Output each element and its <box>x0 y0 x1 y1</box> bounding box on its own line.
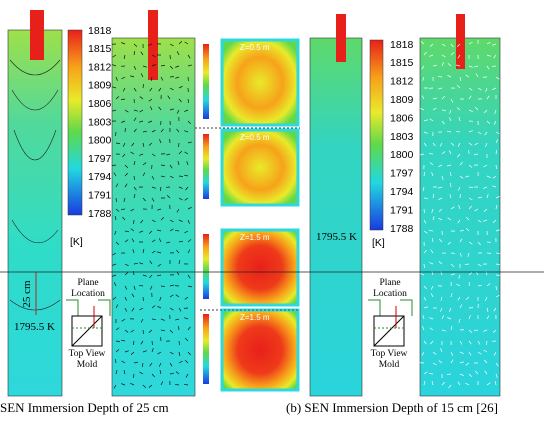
inset-label: Location <box>373 289 407 299</box>
colorbar-label: 1815 <box>88 43 112 55</box>
colorbar-label: 1800 <box>88 135 112 147</box>
temp-label: 1795.5 K <box>316 231 357 243</box>
inset-label: Top View <box>371 349 408 359</box>
colorbar-label: 1818 <box>390 39 414 51</box>
section-label: Z=0.5 m <box>240 133 270 142</box>
colorbar <box>370 40 383 230</box>
colorbar-label: 1791 <box>88 189 112 201</box>
sen <box>336 14 346 62</box>
inset-label: Plane <box>77 278 98 288</box>
colorbar-label: 1818 <box>88 25 112 37</box>
temp-label: 1795.5 K <box>14 321 55 333</box>
section-label: Z=1.5 m <box>240 233 270 242</box>
depth-label: 25 cm <box>21 280 33 308</box>
mold-contour <box>310 38 362 396</box>
colorbar-label: 1788 <box>390 223 414 235</box>
section-colorbar <box>203 314 209 384</box>
colorbar-label: 1806 <box>390 112 414 124</box>
unit-label: [K] <box>70 236 83 248</box>
colorbar-label: 1794 <box>390 186 414 198</box>
inset-arrow <box>66 300 110 316</box>
section-colorbar <box>203 44 209 119</box>
section-contour <box>222 40 298 125</box>
colorbar-label: 1788 <box>88 208 112 220</box>
inset-label: Top View <box>69 349 106 359</box>
caption: (b) SEN Immersion Depth of 15 cm [26] <box>286 400 498 415</box>
inset-arrow <box>368 300 412 316</box>
section-label: Z=0.5 m <box>240 43 270 52</box>
sen <box>456 14 465 69</box>
figure: 1818 1815 1812 1809 1806 1803 1800 1797 1794 1791… <box>0 0 544 421</box>
inset-label: Plane <box>379 278 400 288</box>
colorbar-label: 1809 <box>390 94 414 106</box>
colorbar-label: 1797 <box>88 153 112 165</box>
section-label: Z=1.5 m <box>240 313 270 322</box>
colorbar-label: 1797 <box>390 168 414 180</box>
unit-label: [K] <box>372 237 385 249</box>
sen <box>30 10 44 60</box>
colorbar-label: 1806 <box>88 98 112 110</box>
mold-vector <box>112 38 195 396</box>
section-colorbar <box>203 234 209 299</box>
colorbar-label: 1809 <box>88 80 112 92</box>
mold-contour <box>8 30 62 396</box>
colorbar-label: 1812 <box>390 76 414 88</box>
section-colorbar <box>203 134 209 199</box>
inset-label: Location <box>71 289 105 299</box>
colorbar-label: 1791 <box>390 204 414 216</box>
colorbar-label: 1803 <box>88 116 112 128</box>
inset-label: Mold <box>77 360 98 370</box>
inset-label: Mold <box>379 360 400 370</box>
colorbar-label: 1800 <box>390 149 414 161</box>
colorbar-label: 1794 <box>88 171 112 183</box>
colorbar-label: 1803 <box>390 131 414 143</box>
colorbar <box>68 30 82 215</box>
colorbar-label: 1812 <box>88 61 112 73</box>
velocity-vector <box>179 341 180 345</box>
section-contour <box>222 310 298 390</box>
colorbar-label: 1815 <box>390 57 414 69</box>
caption: SEN Immersion Depth of 25 cm <box>0 400 169 415</box>
